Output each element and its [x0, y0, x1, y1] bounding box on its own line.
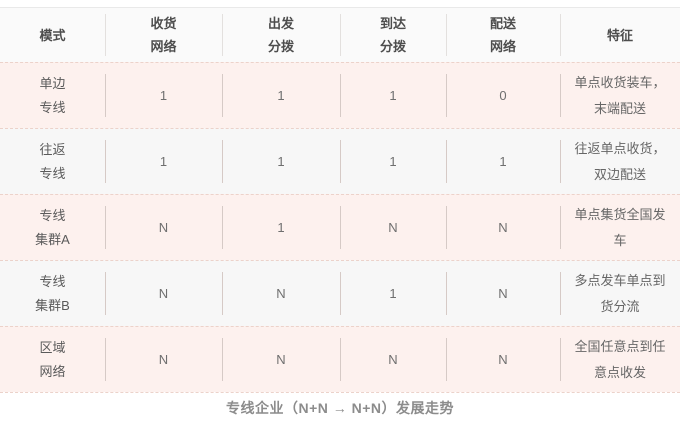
value-cell: N	[222, 327, 340, 392]
feature-cell: 全国任意点到任意点收发	[560, 327, 680, 392]
cell-value: 1	[389, 88, 397, 103]
mode-label: 网络	[39, 363, 66, 379]
feature-text: 往返单点收货，双边配送	[574, 140, 666, 182]
table-row-unilateral-line: 单边 专线 1 1 1 0 单点收货装车，末端配送	[0, 62, 680, 128]
mode-label: 专线	[39, 207, 66, 223]
cell-value: 1	[159, 88, 168, 103]
value-cell: 1	[222, 63, 340, 128]
mode-cell: 专线 集群B	[0, 261, 105, 326]
feature-cell: 多点发车单点到货分流	[560, 261, 680, 326]
value-cell: 1	[340, 129, 446, 194]
mode-cell: 单边 专线	[0, 63, 105, 128]
mode-label: 集群B	[35, 297, 70, 313]
cell-value: N	[276, 286, 286, 301]
table-row-regional-network: 区域 网络 N N N N 全国任意点到任意点收发	[0, 326, 680, 392]
value-cell: 1	[340, 261, 446, 326]
table-row-roundtrip-line: 往返 专线 1 1 1 1 往返单点收货，双边配送	[0, 128, 680, 194]
header-label: 分拨	[267, 39, 294, 54]
table-row-line-cluster-a: 专线 集群A N 1 N N 单点集货全国发车	[0, 194, 680, 260]
header-label: 网络	[150, 39, 177, 54]
header-cell-delivery-network: 配送 网络	[446, 8, 560, 62]
cell-value: N	[498, 286, 508, 301]
mode-label: 区域	[39, 339, 66, 355]
cell-value: N	[158, 352, 169, 367]
header-cell-feature: 特征	[560, 8, 680, 62]
value-cell: N	[105, 261, 222, 326]
value-cell: 1	[105, 63, 222, 128]
cell-value: N	[276, 352, 286, 367]
feature-text: 单点收货装车，末端配送	[574, 74, 666, 116]
feature-cell: 往返单点收货，双边配送	[560, 129, 680, 194]
value-cell: 1	[222, 195, 340, 260]
cell-value: N	[158, 286, 169, 301]
value-cell: N	[222, 261, 340, 326]
cell-value: 1	[277, 88, 285, 103]
value-cell: N	[105, 327, 222, 392]
value-cell: 1	[222, 129, 340, 194]
cell-value: 1	[277, 220, 285, 235]
value-cell: N	[446, 195, 560, 260]
value-cell: N	[340, 327, 446, 392]
header-label: 模式	[39, 27, 66, 43]
cell-value: 1	[499, 154, 507, 169]
value-cell: 1	[446, 129, 560, 194]
table-header-row: 模式 收货 网络 出发 分拨 到达 分拨 配送 网络 特征	[0, 8, 680, 62]
header-cell-receiving-network: 收货 网络	[105, 8, 222, 62]
mode-label: 专线	[39, 99, 66, 115]
header-label: 网络	[489, 39, 516, 54]
value-cell: 1	[105, 129, 222, 194]
header-label: 到达	[379, 16, 406, 31]
cell-value: 1	[389, 286, 397, 301]
mode-cell: 往返 专线	[0, 129, 105, 194]
value-cell: N	[340, 195, 446, 260]
cell-value: 1	[277, 154, 285, 169]
header-label: 分拨	[379, 39, 406, 54]
page: 模式 收货 网络 出发 分拨 到达 分拨 配送 网络 特征	[0, 7, 680, 429]
feature-text: 多点发车单点到货分流	[574, 272, 666, 314]
feature-text: 单点集货全国发车	[574, 206, 666, 248]
table-caption: 专线企业（N+N → N+N）发展走势	[225, 399, 455, 416]
header-label: 特征	[606, 27, 633, 43]
cell-value: N	[388, 352, 398, 367]
header-label: 配送	[489, 16, 516, 31]
value-cell: N	[446, 327, 560, 392]
header-cell-mode: 模式	[0, 8, 105, 62]
mode-label: 集群A	[35, 231, 70, 247]
header-cell-departure-sorting: 出发 分拨	[222, 8, 340, 62]
mode-label: 往返	[39, 141, 66, 157]
cell-value: N	[498, 220, 508, 235]
value-cell: N	[105, 195, 222, 260]
value-cell: 1	[340, 63, 446, 128]
header-cell-arrival-sorting: 到达 分拨	[340, 8, 446, 62]
cell-value: N	[158, 220, 169, 235]
mode-label: 专线	[39, 273, 66, 289]
feature-cell: 单点收货装车，末端配送	[560, 63, 680, 128]
cell-value: N	[388, 220, 398, 235]
mode-label: 专线	[39, 165, 66, 181]
cell-value: 1	[159, 154, 168, 169]
mode-cell: 专线 集群A	[0, 195, 105, 260]
table-row-line-cluster-b: 专线 集群B N N 1 N 多点发车单点到货分流	[0, 260, 680, 326]
value-cell: N	[446, 261, 560, 326]
feature-cell: 单点集货全国发车	[560, 195, 680, 260]
cell-value: N	[498, 352, 508, 367]
value-cell: 0	[446, 63, 560, 128]
mode-cell: 区域 网络	[0, 327, 105, 392]
header-label: 收货	[150, 16, 177, 31]
logistics-modes-table: 模式 收货 网络 出发 分拨 到达 分拨 配送 网络 特征	[0, 7, 680, 393]
cell-value: 1	[389, 154, 397, 169]
cell-value: 0	[499, 88, 507, 103]
header-label: 出发	[267, 16, 294, 31]
mode-label: 单边	[39, 75, 66, 91]
feature-text: 全国任意点到任意点收发	[574, 338, 666, 380]
